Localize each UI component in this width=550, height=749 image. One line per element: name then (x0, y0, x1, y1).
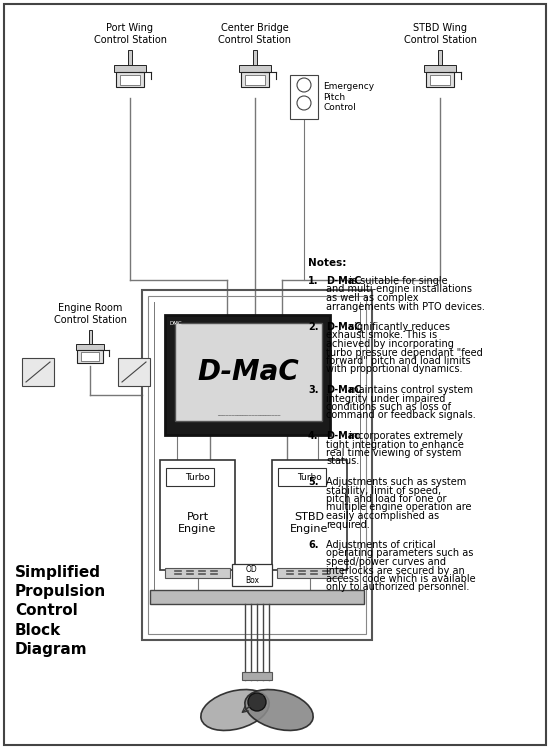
Bar (118, 358, 150, 386)
Text: OD
Box: OD Box (245, 565, 259, 585)
Text: arrangements with PTO devices.: arrangements with PTO devices. (326, 302, 485, 312)
Text: 3.: 3. (308, 385, 318, 395)
Bar (430, 75, 450, 85)
Bar (166, 468, 214, 486)
Bar (254, 50, 257, 65)
Text: Port Wing
Control Station: Port Wing Control Station (94, 23, 167, 45)
Text: forward" pitch and load limits: forward" pitch and load limits (326, 356, 471, 366)
Text: Adjustments of critical: Adjustments of critical (326, 540, 436, 550)
Text: multiple engine operation are: multiple engine operation are (326, 503, 471, 512)
Text: 4.: 4. (308, 431, 318, 441)
Text: access code which is available: access code which is available (326, 574, 476, 584)
Bar (160, 460, 235, 570)
Bar (290, 75, 318, 119)
Bar (272, 460, 347, 570)
Bar (232, 564, 272, 586)
Text: Turbo: Turbo (297, 473, 322, 482)
Bar (239, 65, 271, 72)
Text: D-Mac: D-Mac (326, 431, 360, 441)
Bar (242, 672, 272, 680)
Bar (150, 590, 364, 604)
Text: with proportional dynamics.: with proportional dynamics. (326, 365, 463, 374)
Text: operating parameters such as: operating parameters such as (326, 548, 474, 559)
Bar (277, 568, 342, 578)
Text: STBD Wing
Control Station: STBD Wing Control Station (404, 23, 476, 45)
Text: 5.: 5. (308, 477, 318, 487)
Bar (89, 330, 91, 344)
Text: is suitable for single: is suitable for single (346, 276, 448, 286)
Text: integrity under impaired: integrity under impaired (326, 393, 446, 404)
Text: Engine Room
Control Station: Engine Room Control Station (53, 303, 126, 325)
Bar (114, 65, 146, 72)
Bar (76, 344, 104, 350)
Circle shape (248, 693, 266, 711)
Text: Center Bridge
Control Station: Center Bridge Control Station (218, 23, 292, 45)
Text: exhaust smoke. This is: exhaust smoke. This is (326, 330, 437, 341)
Bar (128, 50, 131, 65)
Text: required.: required. (326, 520, 370, 530)
Text: speed/power curves and: speed/power curves and (326, 557, 446, 567)
Bar (77, 350, 103, 363)
Bar (278, 468, 326, 486)
Text: stability, limit of speed,: stability, limit of speed, (326, 485, 441, 496)
Text: and multi-engine installations: and multi-engine installations (326, 285, 472, 294)
Bar (22, 358, 54, 386)
Text: easily accomplished as: easily accomplished as (326, 511, 439, 521)
Text: real time viewing of system: real time viewing of system (326, 448, 461, 458)
Text: pitch and load for one or: pitch and load for one or (326, 494, 447, 504)
Text: Emergency
Pitch
Control: Emergency Pitch Control (323, 82, 374, 112)
Bar (165, 315, 330, 435)
Text: Simplified
Propulsion
Control
Block
Diagram: Simplified Propulsion Control Block Diag… (15, 565, 106, 657)
Text: significantly reduces: significantly reduces (346, 322, 450, 332)
Text: tight integration to enhance: tight integration to enhance (326, 440, 464, 449)
Text: maintains control system: maintains control system (346, 385, 473, 395)
Text: ──────────────────────: ────────────────────── (217, 413, 280, 417)
Text: as well as complex: as well as complex (326, 293, 419, 303)
Text: DMC: DMC (170, 321, 183, 326)
Text: 6.: 6. (308, 540, 318, 550)
Bar (142, 290, 372, 640)
Text: interlocks are secured by an: interlocks are secured by an (326, 565, 465, 575)
Bar (245, 75, 265, 85)
Text: STBD
Engine: STBD Engine (290, 512, 329, 534)
Text: Notes:: Notes: (308, 258, 346, 268)
Bar (165, 568, 230, 578)
Bar (81, 352, 99, 361)
Text: command or feedback signals.: command or feedback signals. (326, 410, 476, 420)
Text: D-MaC: D-MaC (326, 276, 361, 286)
Text: achieved by incorporating: achieved by incorporating (326, 339, 454, 349)
Bar (116, 72, 145, 88)
Bar (175, 323, 322, 421)
Text: status.: status. (326, 456, 359, 467)
Text: D-MaC: D-MaC (197, 358, 299, 386)
Text: D-MaC: D-MaC (326, 385, 361, 395)
Text: Port
Engine: Port Engine (178, 512, 217, 534)
Ellipse shape (201, 690, 269, 730)
Bar (438, 50, 442, 65)
Text: Turbo: Turbo (185, 473, 210, 482)
Bar (240, 72, 270, 88)
Ellipse shape (245, 690, 313, 730)
Text: 1.: 1. (308, 276, 318, 286)
Bar (424, 65, 456, 72)
Bar (426, 72, 454, 88)
Text: conditions such as loss of: conditions such as loss of (326, 402, 451, 412)
Text: incorporates extremely: incorporates extremely (346, 431, 463, 441)
Text: 2.: 2. (308, 322, 318, 332)
Text: turbo pressure dependant "feed: turbo pressure dependant "feed (326, 348, 483, 357)
Bar (120, 75, 140, 85)
Text: D-MaC: D-MaC (326, 322, 361, 332)
Bar (148, 296, 366, 634)
Text: only to authorized personnel.: only to authorized personnel. (326, 583, 469, 592)
Text: Adjustments such as system: Adjustments such as system (326, 477, 466, 487)
